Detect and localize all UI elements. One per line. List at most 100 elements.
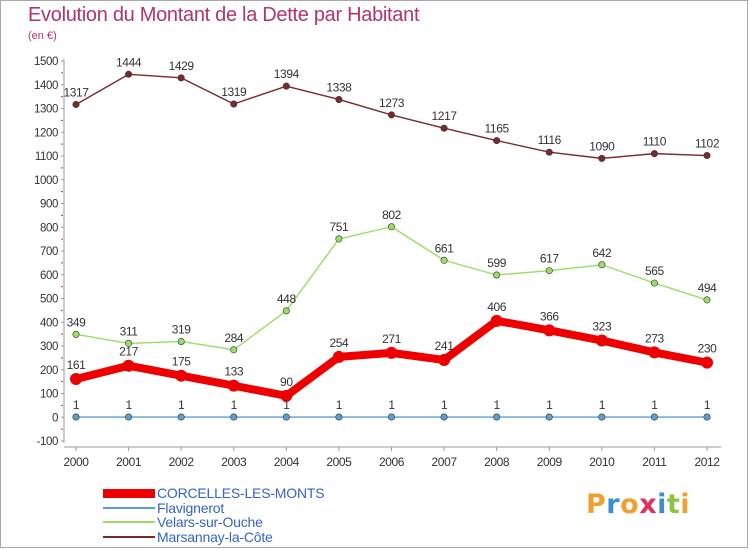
data-point-3 [177,74,185,82]
data-label-1: 1 [73,398,80,412]
y-tick-label: 900 [40,199,58,211]
y-tick-label: 1000 [34,175,58,187]
data-label-3: 1090 [589,139,615,153]
data-point-0 [595,334,608,347]
x-tick-label: 2009 [537,455,563,469]
data-label-2: 448 [277,292,297,306]
y-tick-label: 0 [52,412,58,424]
y-tick-label: 1400 [34,80,58,92]
legend-swatch-velars [103,521,155,523]
data-label-0: 175 [172,355,192,369]
data-label-3: 1338 [326,80,352,94]
data-label-1: 1 [336,398,343,412]
chart-subtitle: (en €) [28,30,57,42]
x-tick-label: 2005 [326,455,352,469]
data-point-1 [650,413,658,421]
data-point-2 [493,271,501,279]
data-label-3: 1102 [695,137,720,151]
data-point-3 [72,100,80,108]
data-point-0 [227,379,240,392]
data-label-3: 1116 [538,133,562,147]
y-tick-label: 700 [40,246,58,258]
data-point-2 [703,296,711,304]
data-label-2: 617 [540,252,560,266]
logo-letter: o [620,489,640,520]
data-point-0 [438,354,451,367]
x-tick-label: 2002 [169,455,195,469]
data-point-1 [230,413,238,421]
data-label-0: 241 [435,339,455,353]
data-point-0 [175,369,188,382]
legend-label-velars: Velars-sur-Ouche [157,514,263,530]
y-tick-label: 800 [40,222,58,234]
data-label-2: 599 [487,256,507,270]
data-label-0: 271 [382,332,402,346]
data-point-2 [230,346,238,354]
data-point-1 [703,413,711,421]
data-point-1 [387,413,395,421]
data-point-3 [335,95,343,103]
data-label-2: 751 [330,220,350,234]
data-label-3: 1110 [643,135,667,149]
data-label-0: 273 [645,331,665,345]
data-label-2: 311 [120,324,139,338]
legend-swatch-marsannay [103,535,155,538]
data-point-2 [177,337,185,345]
data-label-1: 1 [651,398,658,412]
data-point-0 [332,350,345,363]
data-point-0 [701,356,713,369]
data-point-1 [72,413,80,421]
logo-letter: i [657,489,667,520]
data-label-0: 323 [592,320,612,334]
data-label-2: 319 [172,322,192,336]
data-label-0: 406 [487,300,507,314]
x-tick-label: 2000 [63,455,89,469]
data-point-1 [335,413,343,421]
logo-letter: x [639,489,658,520]
legend-label-marsannay: Marsannay-la-Côte [157,528,273,545]
data-point-0 [280,389,293,402]
x-tick-label: 2004 [274,455,300,469]
data-point-0 [490,314,503,327]
data-label-0: 217 [119,345,139,359]
data-point-3 [440,124,448,132]
data-point-0 [648,346,661,359]
data-label-1: 1 [231,398,238,412]
legend-swatch-flavignerot [103,506,155,509]
data-label-2: 284 [224,331,244,345]
data-point-2 [598,261,606,269]
data-point-0 [122,359,135,372]
proxiti-logo: Proxiti [586,489,690,520]
data-point-2 [650,279,658,287]
y-tick-label: 200 [40,365,58,377]
y-tick-label: 100 [40,389,58,401]
data-point-1 [125,413,133,421]
data-label-1: 1 [388,398,395,412]
data-label-2: 494 [698,281,718,295]
data-point-0 [70,373,82,386]
y-tick-label: 500 [40,294,58,306]
data-point-3 [282,82,290,90]
y-tick-label: 600 [40,270,58,282]
logo-letter: r [606,489,621,520]
legend-label-corcelles: CORCELLES-LES-MONTS [157,485,325,501]
data-label-2: 642 [592,246,612,260]
legend-label-flavignerot: Flavignerot [157,499,225,516]
data-point-2 [282,307,290,315]
data-point-3 [387,111,395,119]
legend-swatch-corcelles [103,489,155,498]
data-label-3: 1394 [274,67,300,81]
data-label-1: 1 [283,398,290,412]
data-label-3: 1444 [116,55,142,69]
data-label-0: 366 [540,309,560,323]
data-label-1: 1 [441,398,448,412]
data-point-1 [177,413,185,421]
data-point-1 [545,413,553,421]
data-label-1: 1 [125,398,132,412]
data-label-3: 1319 [221,85,247,99]
x-tick-label: 2010 [589,455,615,469]
data-label-2: 349 [67,315,87,329]
x-tick-label: 2003 [221,455,247,469]
